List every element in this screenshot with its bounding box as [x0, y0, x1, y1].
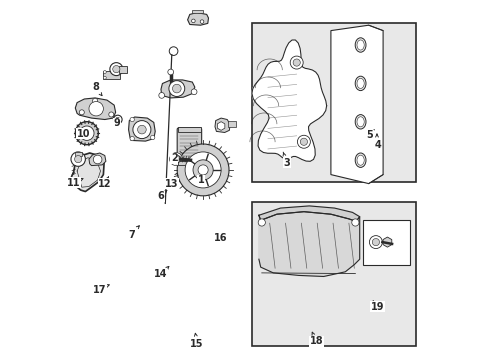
Text: 7: 7 [128, 230, 135, 240]
Polygon shape [75, 98, 115, 120]
Polygon shape [161, 80, 194, 98]
Polygon shape [382, 237, 391, 247]
Ellipse shape [356, 78, 364, 89]
Circle shape [368, 235, 382, 248]
FancyBboxPatch shape [177, 128, 201, 165]
Text: 18: 18 [309, 336, 323, 346]
Circle shape [110, 63, 122, 76]
Bar [75, 152, 82, 156]
Bar [177, 127, 201, 132]
Circle shape [93, 155, 102, 164]
Polygon shape [330, 25, 382, 184]
Circle shape [167, 69, 173, 75]
Polygon shape [172, 154, 180, 164]
Ellipse shape [354, 153, 365, 167]
Polygon shape [217, 122, 224, 130]
Circle shape [185, 152, 221, 188]
Circle shape [130, 117, 134, 122]
Text: 6: 6 [157, 191, 164, 201]
Text: 2: 2 [171, 153, 177, 163]
Circle shape [200, 20, 203, 23]
Circle shape [115, 117, 120, 122]
Text: 3: 3 [283, 158, 290, 168]
Circle shape [198, 165, 208, 175]
Polygon shape [251, 40, 326, 161]
Circle shape [177, 144, 228, 196]
Bar [103, 71, 120, 79]
Ellipse shape [354, 76, 365, 91]
Text: 1: 1 [198, 175, 204, 185]
Circle shape [191, 89, 197, 95]
Text: 16: 16 [214, 233, 227, 243]
Bar [178, 161, 200, 165]
Ellipse shape [356, 155, 364, 165]
Text: 9: 9 [113, 118, 120, 128]
Polygon shape [258, 206, 359, 221]
Text: 12: 12 [98, 179, 111, 189]
Circle shape [289, 56, 303, 69]
Text: 13: 13 [164, 179, 178, 189]
Circle shape [80, 126, 94, 140]
Bar [192, 10, 203, 13]
Text: 17: 17 [93, 285, 106, 295]
Text: 10: 10 [76, 129, 90, 139]
Circle shape [113, 66, 120, 73]
Text: 4: 4 [374, 140, 381, 150]
Circle shape [103, 71, 106, 73]
Bar [119, 66, 127, 73]
Circle shape [103, 76, 106, 79]
Circle shape [75, 122, 98, 145]
Polygon shape [89, 153, 106, 166]
Circle shape [300, 138, 307, 145]
Circle shape [137, 125, 146, 134]
Circle shape [169, 153, 182, 166]
Circle shape [108, 112, 114, 117]
Circle shape [191, 19, 195, 23]
Circle shape [297, 135, 310, 148]
Text: 5: 5 [366, 130, 372, 140]
Circle shape [150, 135, 155, 140]
Circle shape [168, 81, 184, 96]
Ellipse shape [356, 117, 364, 127]
Bar [251, 23, 415, 182]
Circle shape [133, 121, 151, 139]
Bar [363, 220, 409, 265]
Circle shape [172, 84, 181, 93]
Polygon shape [71, 153, 104, 192]
Circle shape [130, 136, 134, 141]
Polygon shape [215, 118, 230, 132]
Circle shape [159, 93, 164, 98]
Polygon shape [187, 13, 208, 25]
Circle shape [193, 160, 213, 180]
Circle shape [89, 102, 103, 116]
Text: 8: 8 [93, 82, 100, 92]
Circle shape [258, 219, 265, 226]
Circle shape [79, 110, 84, 115]
Text: 15: 15 [190, 339, 203, 349]
Circle shape [371, 238, 379, 246]
Polygon shape [258, 212, 359, 276]
Circle shape [292, 59, 300, 66]
Text: 11: 11 [67, 178, 80, 188]
Text: 19: 19 [370, 302, 384, 312]
Circle shape [351, 219, 358, 226]
Bar [251, 202, 415, 346]
Circle shape [71, 152, 85, 166]
Circle shape [84, 130, 89, 136]
Circle shape [75, 156, 81, 163]
Ellipse shape [354, 38, 365, 52]
Text: 14: 14 [154, 269, 167, 279]
Bar [228, 121, 235, 127]
Circle shape [92, 98, 98, 103]
Ellipse shape [354, 114, 365, 129]
Circle shape [113, 115, 122, 124]
Ellipse shape [356, 40, 364, 50]
Polygon shape [128, 117, 155, 141]
